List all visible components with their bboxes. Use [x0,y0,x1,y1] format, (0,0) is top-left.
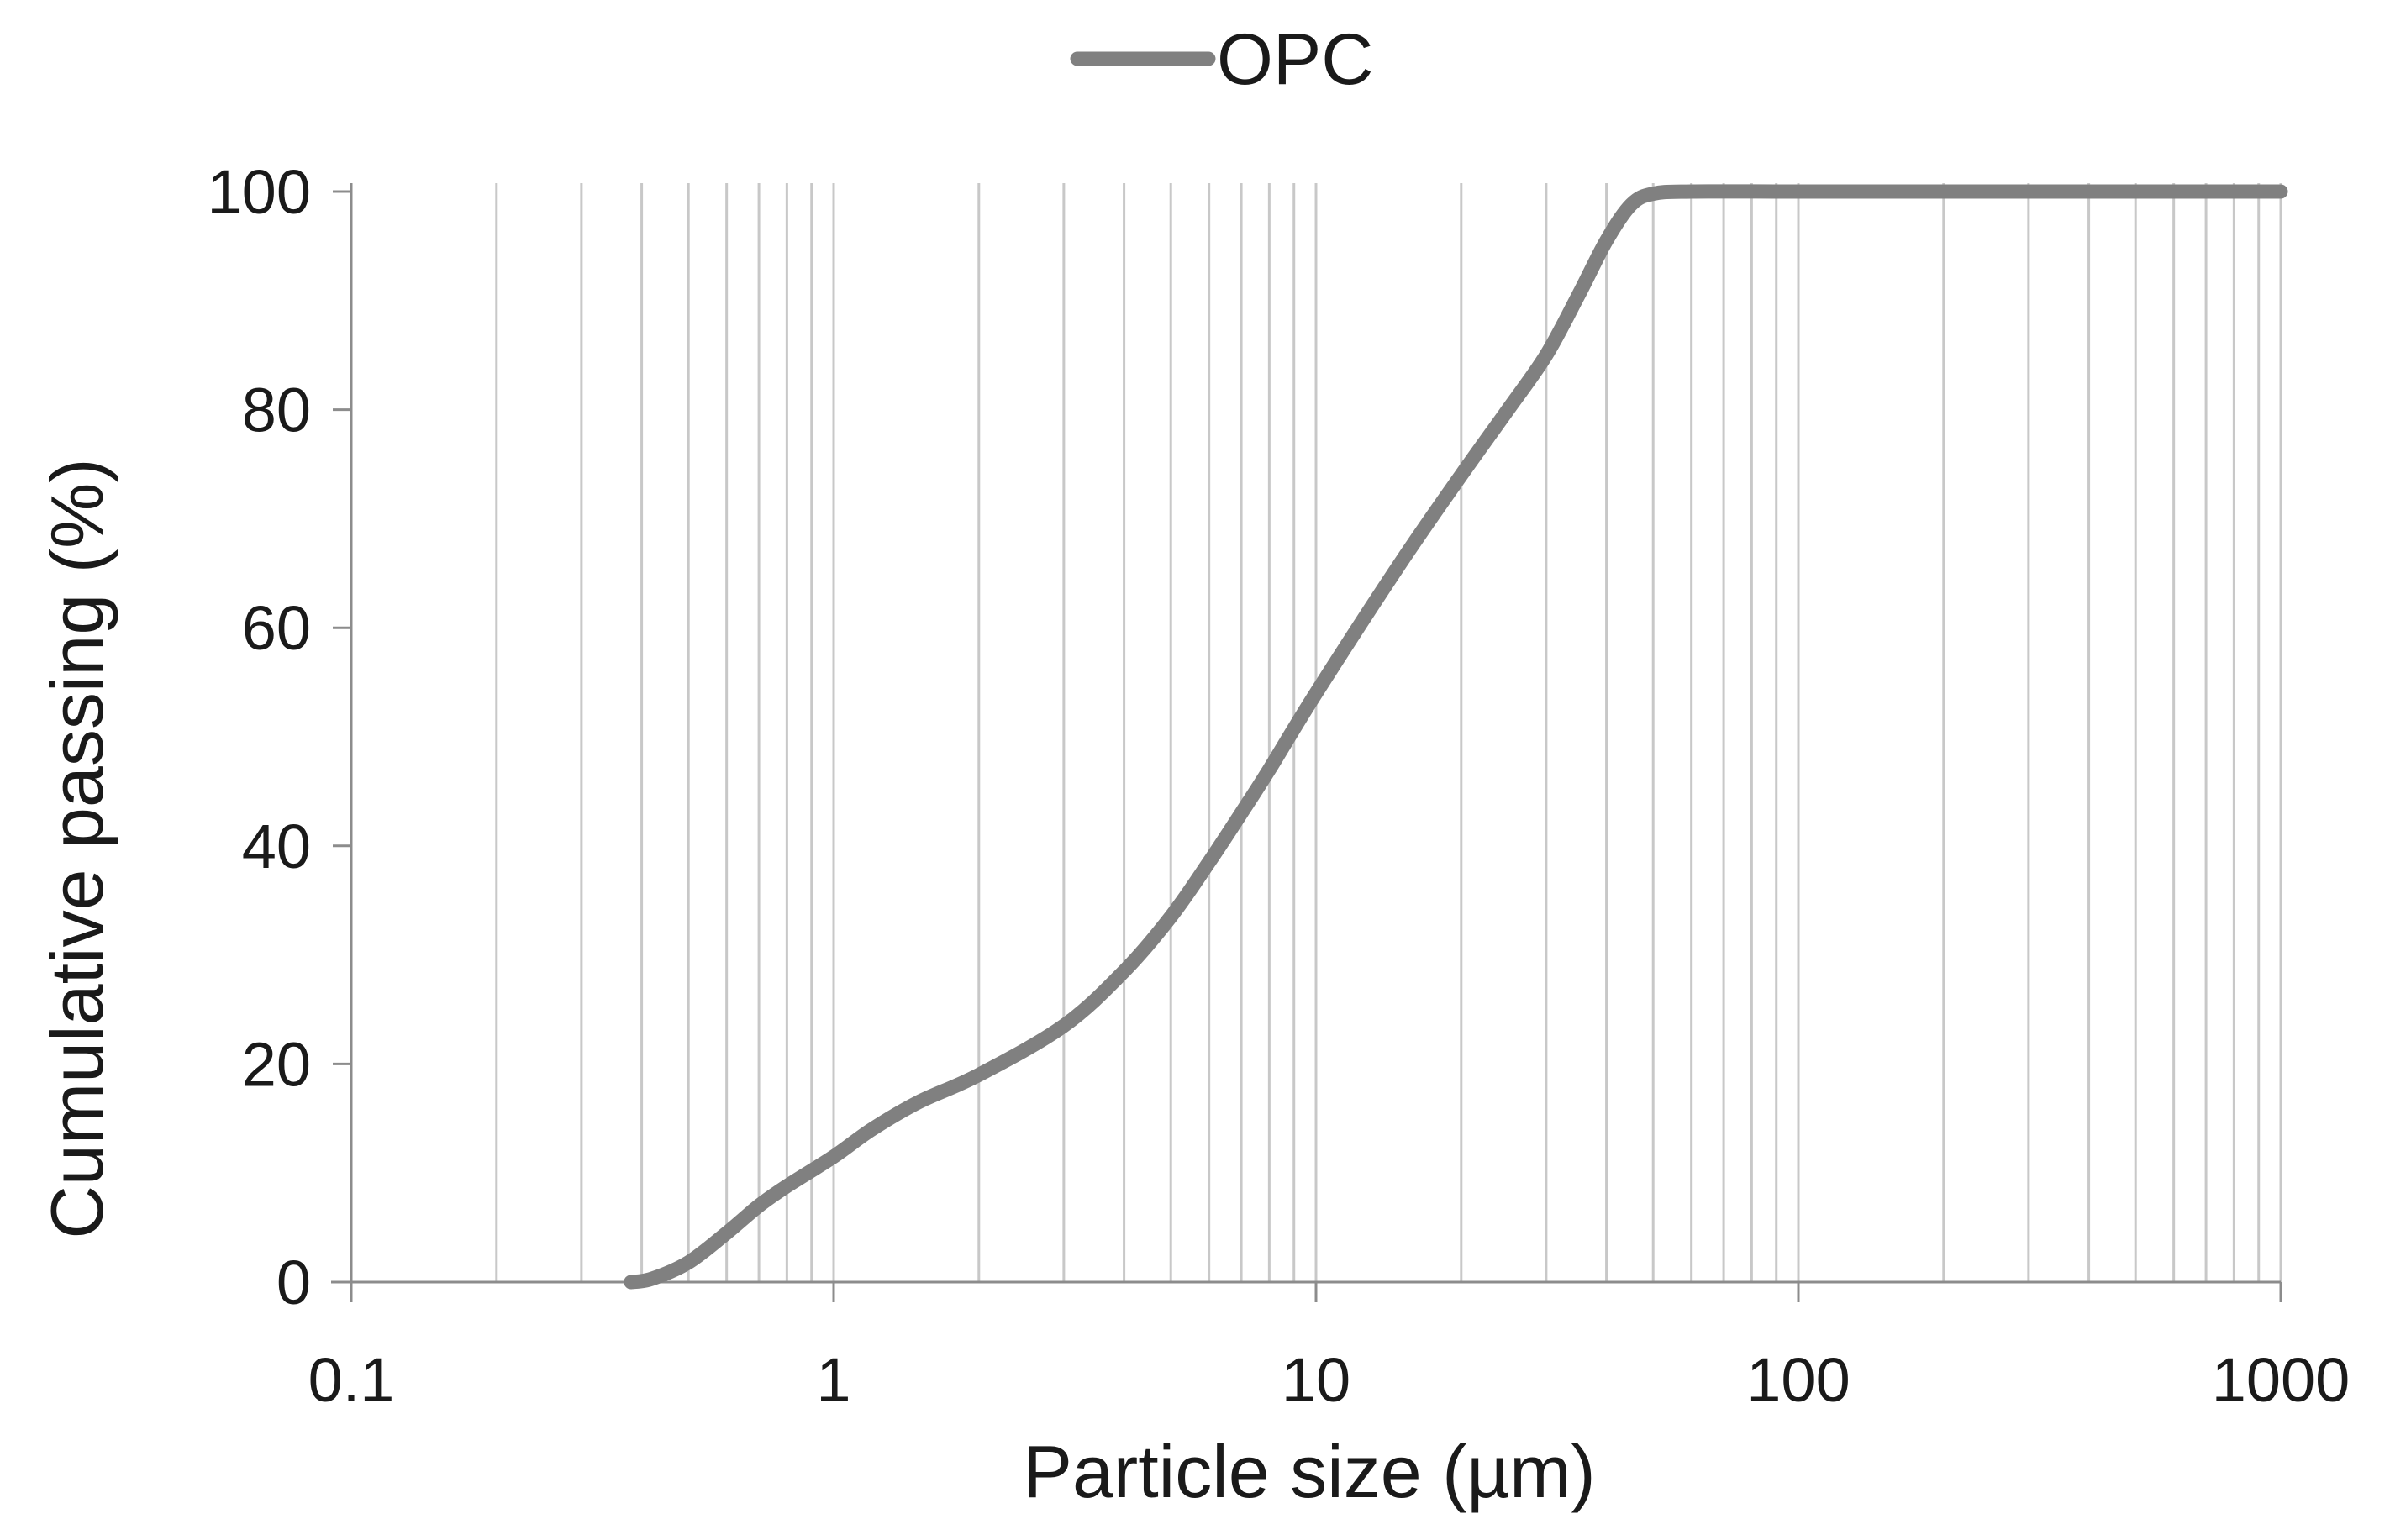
x-tick-label: 10 [1282,1345,1350,1415]
y-tick-label: 40 [242,812,311,881]
legend: OPC [1070,19,1373,100]
y-tick-label: 60 [242,593,311,663]
x-tick-label: 1 [816,1345,850,1415]
y-axis-title: Cumulative passing (%) [35,458,118,1238]
series-line-opc [624,184,2288,1290]
series-layer [624,184,2288,1290]
gridlines [495,183,2282,1282]
x-tick-label: 100 [1746,1345,1850,1415]
y-tick-label: 0 [276,1248,311,1317]
axes [331,183,2282,1302]
y-tick-label: 80 [242,376,311,445]
x-tick-label: 1000 [2212,1345,2351,1415]
x-tick-label: 0.1 [308,1345,395,1415]
x-axis-title: Particle size (µm) [1023,1430,1595,1513]
y-tick-label: 20 [242,1029,311,1099]
tick-labels: 0 20 40 60 80 100 0.1 1 10 100 1000 [208,157,2351,1415]
y-tick-label: 100 [208,157,311,227]
legend-label-opc: OPC [1217,19,1373,100]
